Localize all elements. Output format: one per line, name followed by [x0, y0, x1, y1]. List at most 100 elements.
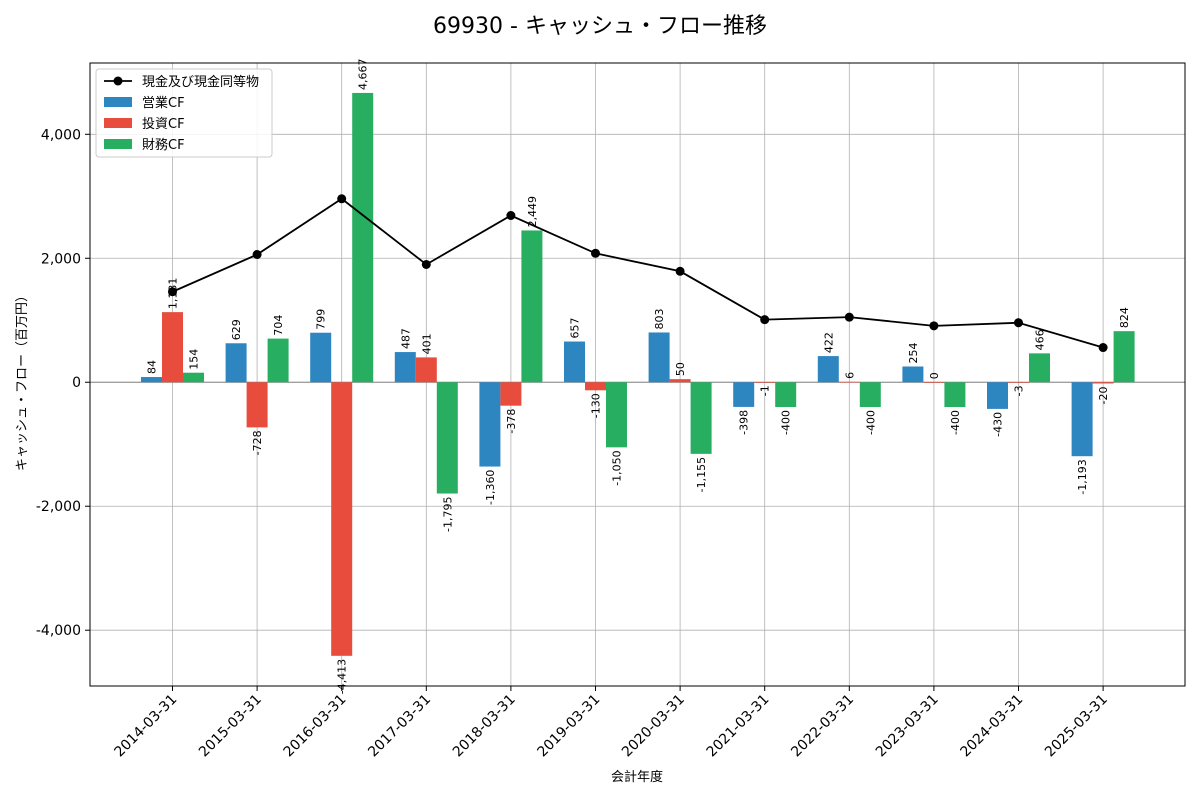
bar: [267, 338, 289, 383]
cash-point: [337, 194, 347, 204]
bar-data-label: 704: [272, 315, 285, 336]
bar-data-label: 824: [1118, 307, 1131, 328]
bar: [817, 356, 839, 383]
bar-data-label: 2,449: [526, 196, 539, 228]
bar: [394, 352, 416, 383]
bar-data-label: 254: [907, 343, 920, 364]
bar: [479, 382, 501, 467]
bar-data-label: 803: [653, 308, 666, 329]
legend-marker: [113, 76, 123, 86]
bar: [859, 382, 881, 408]
bar-data-label: -430: [992, 412, 1005, 437]
legend-box: [95, 68, 273, 158]
bar-data-label: -1,050: [611, 450, 624, 485]
line-layer: [168, 194, 1108, 353]
bar-data-label: 629: [230, 319, 243, 340]
bar: [246, 382, 268, 428]
cash-point: [1098, 343, 1108, 353]
bar-data-label: -1,193: [1076, 459, 1089, 494]
bar-data-label: 466: [1034, 329, 1047, 350]
bar-data-label: -400: [949, 410, 962, 435]
bar-data-label: -378: [505, 409, 518, 434]
cash-point: [252, 250, 262, 260]
bar: [648, 332, 670, 383]
bar: [775, 382, 797, 408]
legend-swatch: [104, 139, 132, 149]
bar-data-label: -4,413: [336, 659, 349, 694]
bar-data-label: 1,131: [167, 278, 180, 310]
bar-data-label: 422: [822, 332, 835, 353]
legend-label: 営業CF: [142, 95, 185, 111]
plot-frame: [89, 62, 1186, 687]
bar: [521, 230, 543, 383]
cash-point: [591, 248, 600, 258]
bar: [331, 382, 353, 656]
bar-data-label: 6: [843, 372, 856, 379]
bar: [141, 377, 162, 383]
legend-swatch: [104, 97, 132, 107]
cash-point: [168, 287, 177, 297]
bar: [415, 357, 437, 383]
bar: [902, 366, 924, 383]
legend-label: 現金及び現金同等物: [142, 74, 259, 90]
bar: [585, 382, 606, 391]
cash-point: [1014, 318, 1023, 328]
bar-data-label: -1,155: [695, 457, 708, 492]
bar-data-label: 154: [188, 349, 201, 370]
bar: [987, 382, 1008, 409]
bar-data-label: -728: [251, 430, 264, 455]
bar: [564, 341, 585, 383]
y-tick-label: 2,000: [41, 251, 81, 267]
legend-label: 財務CF: [142, 138, 185, 153]
cash-point: [675, 266, 685, 276]
cash-point: [844, 312, 854, 322]
y-tick-label: 0: [72, 375, 81, 391]
bar: [923, 382, 945, 383]
bar-data-label: -1,795: [441, 497, 454, 532]
bar: [225, 343, 247, 383]
legend-label: 投資CF: [142, 116, 185, 132]
bar-data-label: -400: [780, 410, 793, 435]
bar-data-label: -130: [590, 393, 603, 418]
bar-data-label: 84: [146, 360, 159, 374]
chart-title: 69930 - キャッシュ・フロー推移: [433, 14, 767, 39]
bar-data-label: -398: [738, 410, 751, 435]
bar: [310, 332, 332, 383]
bar-data-label: 4,667: [357, 58, 370, 90]
bar: [754, 382, 776, 383]
bar: [944, 382, 966, 408]
data-labels-layer: 84 629 799 487 -1,360 657 803 -398 422 254 -430 -1,…: [146, 58, 1132, 694]
y-tick-label: -4,000: [36, 623, 81, 639]
bar-data-label: -400: [864, 410, 877, 435]
bar: [1092, 382, 1114, 384]
cash-point: [421, 259, 431, 269]
y-axis-label: キャッシュ・フロー（百万円）: [15, 289, 30, 471]
bar-data-label: 487: [399, 328, 412, 349]
cash-point: [929, 321, 939, 331]
bars-layer: [141, 92, 1135, 656]
bar: [733, 382, 755, 407]
bar: [1029, 353, 1050, 383]
y-tick-label: -2,000: [36, 499, 81, 515]
cash-point: [506, 210, 516, 220]
bar: [183, 372, 204, 383]
bar-data-label: 799: [315, 309, 328, 330]
cash-line: [172, 197, 1104, 349]
bar: [1008, 382, 1029, 383]
bar: [1113, 331, 1135, 383]
cash-point: [760, 315, 770, 325]
legend-swatch: [104, 118, 132, 128]
bar: [352, 92, 374, 383]
bar-data-label: -1: [759, 385, 772, 396]
bar-data-label: 657: [569, 318, 582, 339]
bar: [1071, 382, 1093, 457]
bar-data-label: -3: [1013, 385, 1026, 396]
x-axis-label: 会計年度: [611, 769, 663, 785]
bar: [500, 382, 522, 406]
bar: [669, 379, 691, 383]
bar-data-label: 0: [928, 372, 941, 379]
bar: [162, 312, 183, 383]
bar: [838, 381, 860, 383]
